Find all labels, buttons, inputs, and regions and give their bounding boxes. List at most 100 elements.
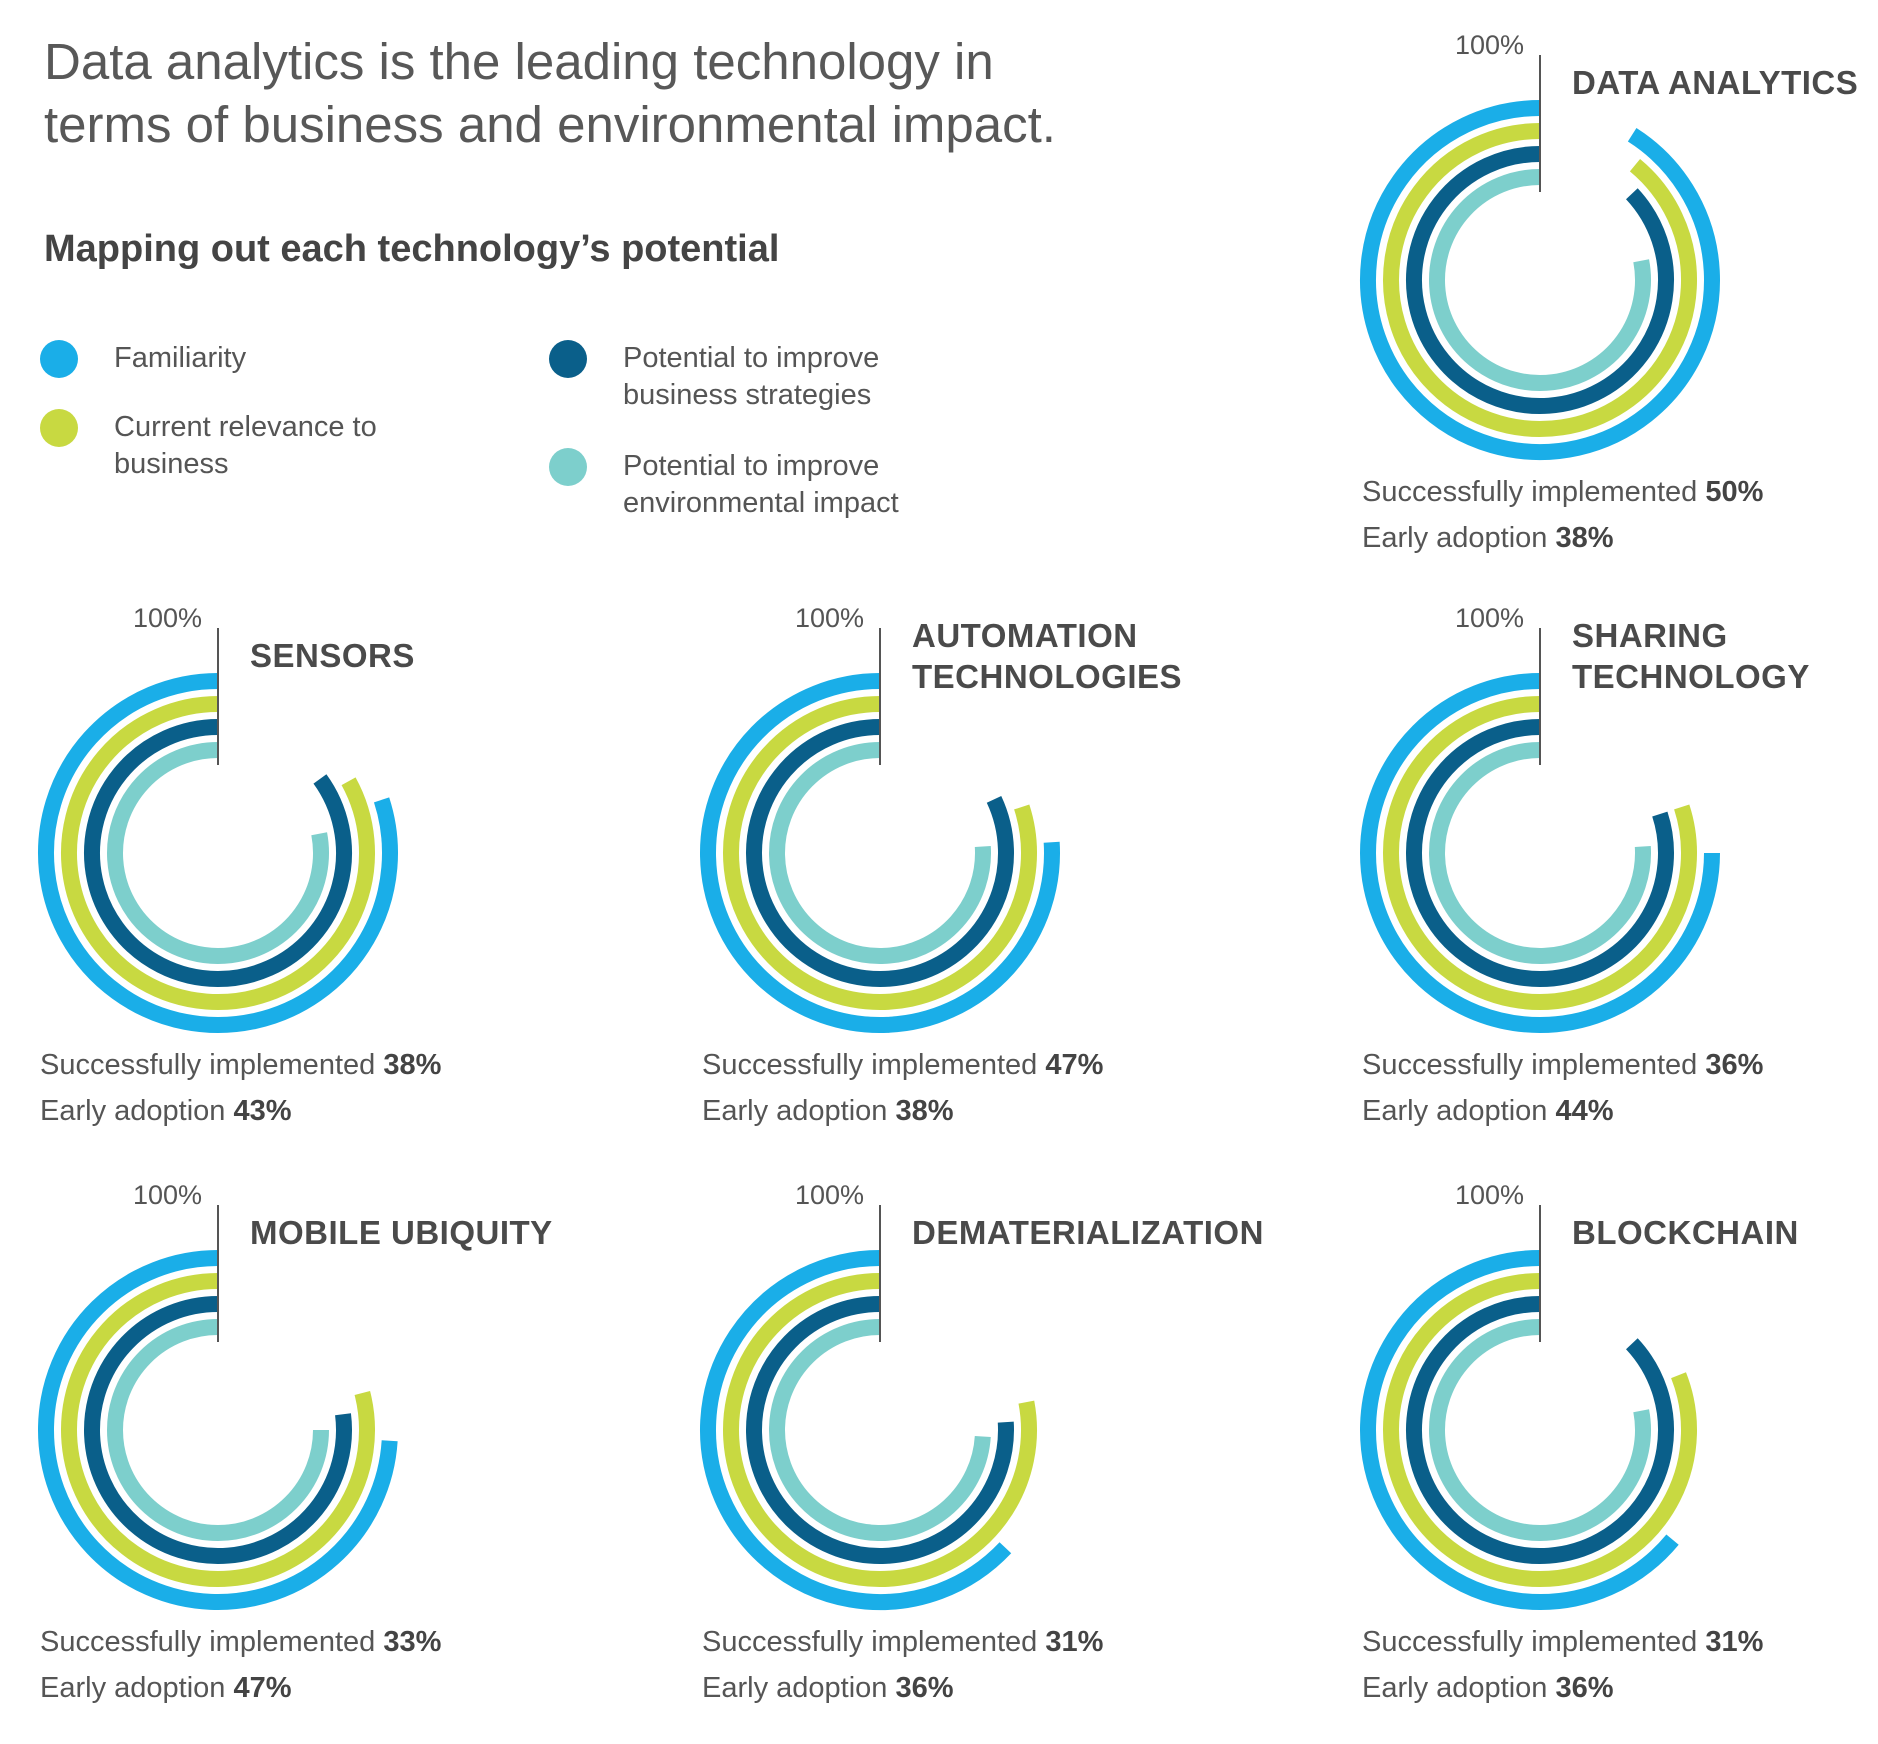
arc-current-relevance-to-business: [723, 696, 1037, 1010]
arc-current-relevance-to-business: [61, 1273, 375, 1587]
early-adoption-stat: Early adoption 38%: [1362, 522, 1614, 554]
early-adoption-stat: Early adoption 36%: [1362, 1672, 1614, 1704]
successfully-implemented-stat: Successfully implemented 31%: [1362, 1626, 1764, 1658]
legend-item-current-relevance: Current relevance to business: [40, 409, 377, 483]
arc-potential-to-improve-business-strategies: [1406, 1296, 1674, 1564]
scale-max-label: 100%: [795, 603, 865, 633]
early-adoption-stat: Early adoption 36%: [702, 1672, 954, 1704]
successfully-implemented-stat: Successfully implemented 36%: [1362, 1049, 1764, 1081]
legend-item-business-strategies: Potential to improve business strategies: [549, 340, 879, 414]
successfully-implemented-value: 33%: [383, 1626, 442, 1658]
legend-swatch: [549, 340, 587, 378]
scale-max-label: 100%: [133, 603, 203, 633]
radial-chart: [1360, 55, 1720, 460]
successfully-implemented-value: 31%: [1705, 1626, 1764, 1658]
radial-chart: [699, 1205, 1037, 1610]
technology-title: SHARING TECHNOLOGY: [1572, 617, 1810, 695]
scale-max-label: 100%: [1455, 603, 1525, 633]
successfully-implemented-value: 31%: [1045, 1626, 1104, 1658]
arc-potential-to-improve-environmental-impact: [1429, 1319, 1651, 1541]
early-adoption-value: 38%: [895, 1095, 954, 1127]
radial-chart: [38, 628, 398, 1033]
successfully-implemented-stat: Successfully implemented 50%: [1362, 476, 1764, 508]
scale-max-label: 100%: [133, 1180, 203, 1210]
chart-subtitle: Mapping out each technology’s potential: [44, 228, 780, 270]
arc-potential-to-improve-business-strategies: [1406, 719, 1674, 987]
scale-max-label: 100%: [1455, 30, 1525, 60]
early-adoption-value: 36%: [895, 1672, 954, 1704]
arc-potential-to-improve-business-strategies: [84, 719, 352, 987]
arc-familiarity: [38, 673, 398, 1033]
radial-chart: [38, 1205, 398, 1610]
arc-potential-to-improve-environmental-impact: [1429, 169, 1651, 391]
arc-potential-to-improve-environmental-impact: [107, 742, 329, 964]
successfully-implemented-value: 47%: [1045, 1049, 1104, 1081]
radial-chart: [1360, 1205, 1697, 1610]
arc-potential-to-improve-environmental-impact: [107, 1319, 329, 1541]
arc-potential-to-improve-environmental-impact: [769, 742, 991, 964]
legend-swatch: [40, 340, 78, 378]
legend-label: Familiarity: [114, 342, 247, 374]
early-adoption-value: 47%: [233, 1672, 292, 1704]
arc-familiarity: [1360, 100, 1720, 460]
early-adoption-value: 38%: [1555, 522, 1614, 554]
technology-title: SENSORS: [250, 637, 415, 674]
successfully-implemented-stat: Successfully implemented 38%: [40, 1049, 442, 1081]
successfully-implemented-stat: Successfully implemented 47%: [702, 1049, 1104, 1081]
technology-title: DEMATERIALIZATION: [912, 1214, 1264, 1251]
legend-label: Current relevance to business: [114, 411, 377, 480]
legend-label: Potential to improve environmental impac…: [623, 450, 899, 519]
successfully-implemented-value: 38%: [383, 1049, 442, 1081]
early-adoption-stat: Early adoption 38%: [702, 1095, 954, 1127]
page-title-line-1: Data analytics is the leading technology…: [44, 33, 994, 90]
technology-title: BLOCKCHAIN: [1572, 1214, 1799, 1251]
successfully-implemented-stat: Successfully implemented 33%: [40, 1626, 442, 1658]
arc-current-relevance-to-business: [723, 1273, 1037, 1587]
early-adoption-stat: Early adoption 44%: [1362, 1095, 1614, 1127]
legend-swatch: [549, 448, 587, 486]
chart-panel-sharing-technology: 100% SHARING TECHNOLOGY Successfully implem…: [1360, 603, 1878, 1143]
arc-familiarity: [700, 673, 1060, 1033]
scale-max-label: 100%: [1455, 1180, 1525, 1210]
legend-item-familiarity: Familiarity: [40, 340, 246, 378]
technology-title: DATA ANALYTICS: [1572, 64, 1859, 101]
arc-potential-to-improve-business-strategies: [1406, 146, 1674, 414]
technology-title: MOBILE UBIQUITY: [250, 1214, 553, 1251]
arc-potential-to-improve-business-strategies: [746, 1296, 1014, 1564]
arc-familiarity: [1360, 1250, 1679, 1610]
successfully-implemented-value: 36%: [1705, 1049, 1764, 1081]
arc-familiarity: [38, 1250, 398, 1610]
arc-potential-to-improve-environmental-impact: [1429, 742, 1651, 964]
arc-current-relevance-to-business: [61, 696, 375, 1010]
early-adoption-value: 44%: [1555, 1095, 1614, 1127]
early-adoption-value: 36%: [1555, 1672, 1614, 1704]
chart-panel-blockchain: 100% BLOCKCHAIN Successfully implemented 3…: [1360, 1180, 1878, 1720]
chart-panel-sensors: 100% SENSORS Successfully implemented 38% E…: [38, 603, 598, 1143]
early-adoption-stat: Early adoption 43%: [40, 1095, 292, 1127]
legend-item-environmental-impact: Potential to improve environmental impac…: [549, 448, 899, 522]
arc-potential-to-improve-business-strategies: [746, 719, 1014, 987]
successfully-implemented-value: 50%: [1705, 476, 1764, 508]
radial-chart: [1360, 628, 1720, 1033]
arc-potential-to-improve-business-strategies: [84, 1296, 352, 1564]
legend-label: Potential to improve business strategies: [623, 342, 880, 411]
legend-swatch: [40, 409, 78, 447]
early-adoption-value: 43%: [233, 1095, 292, 1127]
successfully-implemented-stat: Successfully implemented 31%: [702, 1626, 1104, 1658]
arc-current-relevance-to-business: [1383, 123, 1698, 437]
scale-max-label: 100%: [795, 1180, 865, 1210]
chart-panel-automation-technologies: 100% AUTOMATION TECHNOLOGIES Successfully i…: [700, 603, 1260, 1143]
technology-title: AUTOMATION TECHNOLOGIES: [912, 617, 1183, 695]
chart-panel-mobile-ubiquity: 100% MOBILE UBIQUITY Successfully implemen…: [38, 1180, 598, 1720]
early-adoption-stat: Early adoption 47%: [40, 1672, 292, 1704]
arc-familiarity: [1360, 673, 1720, 1033]
chart-panel-data-analytics: 100% DATA ANALYTICS Successfully implement…: [1360, 30, 1878, 570]
page-title: Data analytics is the leading technology…: [44, 30, 1244, 156]
page-title-line-2: terms of business and environmental impa…: [44, 96, 1056, 153]
arc-current-relevance-to-business: [1383, 696, 1697, 1010]
arc-potential-to-improve-environmental-impact: [769, 1319, 991, 1541]
chart-panel-dematerialization: 100% DEMATERIALIZATION Successfully implem…: [699, 1180, 1263, 1720]
arc-current-relevance-to-business: [1383, 1273, 1697, 1587]
arc-familiarity: [699, 1250, 1012, 1610]
radial-chart: [700, 628, 1060, 1033]
